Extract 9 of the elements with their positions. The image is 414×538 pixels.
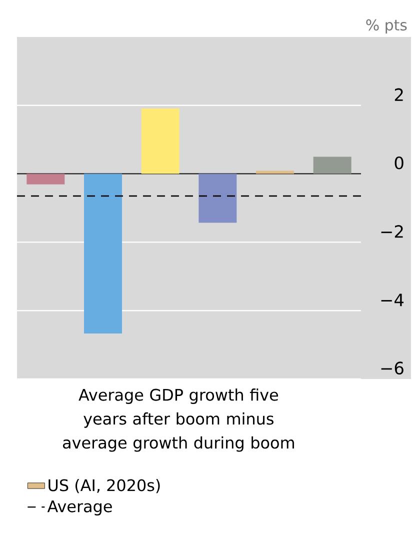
legend-label: Average — [47, 500, 112, 516]
y-tick-label: 2 — [394, 88, 403, 101]
y-tick-label: −6 — [381, 362, 404, 374]
y-tick-label: −2 — [381, 225, 403, 238]
y-tick-label: −4 — [381, 294, 404, 306]
y-axis-title: % pts — [366, 19, 407, 34]
legend-label: US (AI, 2020s) — [48, 478, 160, 494]
y-tick-label: 0 — [394, 156, 404, 170]
x-axis-title: Average GDP growth five years after boom minus average growth during boom — [63, 388, 294, 452]
